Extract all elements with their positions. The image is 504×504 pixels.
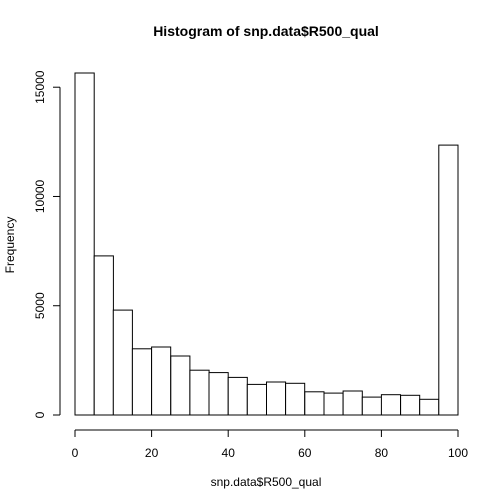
y-axis: 0 5000 10000 15000 <box>33 70 61 418</box>
histogram-bar <box>323 392 344 416</box>
histogram-bar <box>438 144 459 416</box>
x-tick-label: 0 <box>72 446 79 460</box>
y-ticks: 0 5000 10000 15000 <box>33 70 60 418</box>
chart-title: Histogram of snp.data$R500_qual <box>153 23 379 39</box>
histogram-bar <box>151 346 172 416</box>
histogram-bar <box>246 383 268 416</box>
x-tick-label: 20 <box>145 446 159 460</box>
histogram-bar <box>112 309 133 416</box>
histogram-bar <box>304 391 325 416</box>
histogram-bar <box>361 396 382 416</box>
y-tick-label: 5000 <box>33 292 47 319</box>
histogram-bar <box>208 372 229 416</box>
histogram-bar <box>131 348 153 416</box>
histogram-bar <box>285 382 306 416</box>
x-axis-label: snp.data$R500_qual <box>211 475 322 489</box>
histogram-bar <box>400 394 421 416</box>
histogram-bar <box>189 369 210 416</box>
x-axis: 0 20 40 60 80 100 <box>72 429 468 460</box>
x-tick-label: 40 <box>222 446 236 460</box>
x-ticks: 0 20 40 60 80 100 <box>72 430 468 460</box>
histogram-bar <box>342 390 363 416</box>
histogram-bar <box>419 398 440 416</box>
histogram-bar <box>380 394 401 416</box>
histogram-bar <box>266 381 287 416</box>
histogram-bar <box>93 255 114 416</box>
y-axis-label: Frequency <box>3 217 17 274</box>
y-tick-label: 15000 <box>33 70 47 104</box>
histogram-bar <box>227 376 248 416</box>
histogram-bar <box>74 72 95 416</box>
y-tick-label: 0 <box>33 411 47 418</box>
x-tick-label: 100 <box>448 446 468 460</box>
histogram-bar <box>170 355 191 416</box>
x-tick-label: 60 <box>298 446 312 460</box>
x-tick-label: 80 <box>375 446 389 460</box>
y-tick-label: 10000 <box>33 179 47 213</box>
bars-group <box>74 72 459 416</box>
